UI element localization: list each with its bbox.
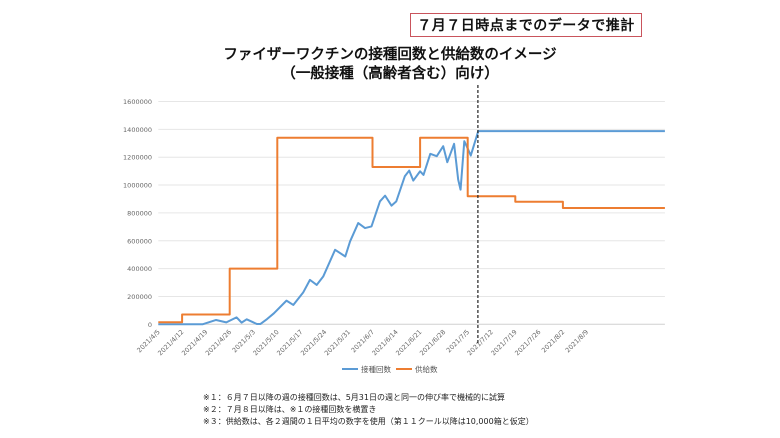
footnotes: ※１：６月７日以降の週の接種回数は、5月31日の週と同一の伸び率で機械的に試算 …: [203, 392, 534, 428]
x-tick-label: 2021/5/31: [323, 328, 352, 357]
footnote: ※２：７月８日以降は、※１の接種回数を横置き: [203, 405, 377, 414]
legend-item: 接種回数: [342, 364, 391, 374]
chart-title: ファイザーワクチンの接種回数と供給数のイメージ: [223, 47, 557, 63]
y-tick-label: 1000000: [123, 182, 152, 190]
y-tick-label: 1600000: [123, 98, 152, 106]
y-tick-label: 400000: [127, 265, 152, 273]
y-tick-label: 200000: [127, 293, 152, 301]
series-line-supply: [158, 136, 665, 324]
y-tick-label: 600000: [127, 237, 152, 245]
x-tick-label: 2021/8/2: [540, 328, 566, 354]
x-tick-label: 2021/8/9: [564, 328, 590, 354]
estimate-note-box: ７月７日時点までのデータで推計: [410, 13, 642, 37]
y-tick-label: 1400000: [123, 126, 152, 134]
line-chart: 0 200000 400000 600000 800000 1000000 1200000 1…: [123, 85, 665, 374]
x-tick-label: 2021/6/28: [418, 328, 447, 357]
x-tick-label: 2021/4/26: [204, 328, 233, 357]
y-tick-label: 800000: [127, 209, 152, 217]
legend-label: 供給数: [415, 364, 438, 374]
x-tick-label: 2021/7/26: [513, 328, 542, 357]
y-tick-label: 0: [148, 321, 152, 329]
footnote: ※３：供給数は、各２週間の１日平均の数字を使用（第１１クール以降は10,000箱…: [203, 417, 534, 426]
series-line-vaccinations: [158, 130, 665, 326]
chart-subtitle: （一般接種（高齢者含む）向け）: [281, 66, 499, 82]
legend-label: 接種回数: [361, 364, 391, 374]
footnote: ※１：６月７日以降の週の接種回数は、5月31日の週と同一の伸び率で機械的に試算: [203, 393, 505, 402]
legend-item: 供給数: [396, 364, 438, 374]
y-tick-label: 1200000: [123, 154, 152, 162]
